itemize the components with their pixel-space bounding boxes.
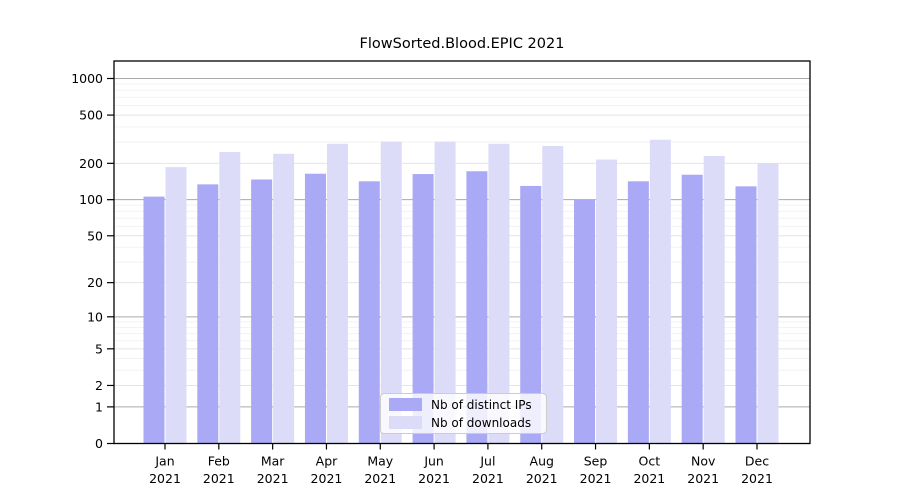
bar-downloads-nov — [703, 155, 725, 444]
bar-downloads-aug — [542, 145, 564, 444]
x-tick-label: Feb 2021 — [203, 454, 235, 487]
x-tick-label: Jan 2021 — [149, 454, 181, 487]
legend-label-downloads: Nb of downloads — [431, 415, 532, 430]
y-tick-label: 100 — [79, 192, 103, 207]
chart-title: FlowSorted.Blood.EPIC 2021 — [359, 36, 565, 52]
bar-ips-aug — [520, 185, 542, 444]
y-tick-label: 2 — [95, 378, 103, 393]
y-tick-label: 500 — [79, 108, 103, 123]
y-tick-label: 1 — [95, 399, 103, 414]
bar-downloads-feb — [219, 152, 241, 444]
bar-downloads-may — [380, 141, 402, 444]
bar-downloads-mar — [273, 153, 295, 444]
bar-downloads-jun — [434, 141, 456, 444]
plot-frame — [113, 60, 811, 445]
bar-downloads-jan — [165, 167, 187, 444]
y-tick-label: 50 — [87, 228, 103, 243]
legend-item-distinct-ips: Nb of distinct IPs — [389, 398, 538, 412]
x-tick-label: Mar 2021 — [257, 454, 289, 487]
y-tick-label: 5 — [95, 341, 103, 356]
bar-ips-sep — [574, 199, 596, 444]
bar-ips-apr — [304, 173, 326, 444]
bar-downloads-oct — [649, 139, 671, 444]
x-tick-label: May 2021 — [364, 454, 396, 487]
legend-item-downloads: Nb of downloads — [389, 416, 538, 430]
x-tick-label: Oct 2021 — [633, 454, 665, 487]
bar-ips-jun — [412, 174, 434, 444]
bar-ips-may — [358, 181, 380, 444]
y-tick-label: 200 — [79, 156, 103, 171]
bar-ips-jan — [143, 196, 165, 444]
y-tick-label: 10 — [87, 309, 103, 324]
bar-downloads-dec — [757, 163, 779, 444]
x-tick-label: Aug 2021 — [526, 454, 558, 487]
legend-label-distinct-ips: Nb of distinct IPs — [431, 397, 532, 412]
x-tick-label: Sep 2021 — [580, 454, 612, 487]
bar-ips-oct — [627, 181, 649, 444]
x-tick-label: Dec 2021 — [741, 454, 773, 487]
legend-swatch-downloads — [389, 416, 422, 429]
bar-ips-jul — [466, 171, 488, 444]
bar-ips-mar — [251, 179, 273, 444]
x-tick-label: Jun 2021 — [418, 454, 450, 487]
y-tick-label: 0 — [95, 436, 103, 451]
bar-ips-feb — [197, 184, 219, 444]
legend-swatch-distinct-ips — [389, 398, 422, 411]
x-tick-label: Nov 2021 — [687, 454, 719, 487]
bar-ips-dec — [735, 186, 757, 444]
bar-downloads-apr — [326, 143, 348, 444]
bar-downloads-jul — [488, 143, 510, 444]
legend: Nb of distinct IPs Nb of downloads — [380, 393, 547, 434]
x-tick-label: Apr 2021 — [311, 454, 343, 487]
y-tick-label: 20 — [87, 275, 103, 290]
bar-downloads-sep — [596, 159, 618, 444]
x-tick-label: Jul 2021 — [472, 454, 504, 487]
y-tick-label: 1000 — [71, 71, 103, 86]
bar-ips-nov — [681, 174, 703, 444]
